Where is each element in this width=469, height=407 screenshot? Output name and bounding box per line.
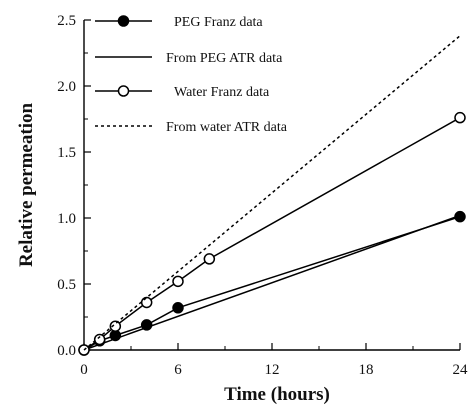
- water-franz-data-point: [109, 320, 122, 332]
- legend-peg-franz-data-marker: [117, 15, 130, 27]
- peg-franz-data-point: [172, 302, 184, 314]
- water-franz-data-point: [140, 296, 153, 309]
- water-franz-data-line: [83, 117, 461, 351]
- y-tick-label: 1.5: [57, 145, 76, 161]
- water-franz-data-point: [454, 111, 466, 124]
- series-plot-area: [78, 35, 466, 356]
- y-tick-label: 2.5: [57, 13, 76, 29]
- legend: PEG Franz data From PEG ATR data Water Fra…: [95, 15, 288, 135]
- x-tick-label: 18: [359, 362, 374, 378]
- x-tick-label: 12: [265, 362, 280, 378]
- legend-from-peg-atr-data-label: From PEG ATR data: [166, 51, 283, 66]
- legend-from-water-atr-data-label: From water ATR data: [166, 120, 288, 135]
- from-water-atr-data-line: [83, 35, 461, 351]
- x-tick-label: 0: [80, 362, 88, 378]
- legend-peg-franz-data-label: PEG Franz data: [174, 15, 263, 30]
- y-tick-label: 1.0: [57, 211, 76, 227]
- y-tick-label: 0.5: [57, 277, 76, 293]
- x-tick-label: 24: [453, 362, 469, 378]
- legend-water-franz-data-marker: [117, 85, 130, 97]
- x-tick-label: 6: [174, 362, 182, 378]
- y-axis-title: Relative permeation: [16, 103, 37, 268]
- water-franz-data-point: [93, 333, 106, 346]
- axes: 0.0 0.5 1.0 1.5 2.0 2.5 0 6 12 18 24: [57, 13, 468, 378]
- y-tick-label: 2.0: [57, 79, 76, 95]
- x-axis-title: Time (hours): [224, 384, 330, 405]
- from-peg-atr-data-line: [83, 214, 461, 351]
- legend-water-franz-data-label: Water Franz data: [174, 85, 270, 100]
- water-franz-data-point: [203, 253, 216, 265]
- y-tick-label: 0.0: [57, 343, 76, 359]
- water-franz-data-point: [172, 275, 184, 288]
